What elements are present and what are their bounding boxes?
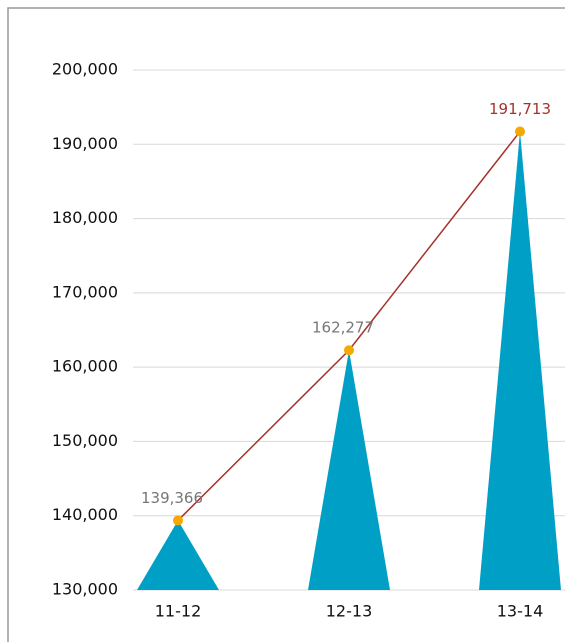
y-tick-label: 150,000 — [52, 431, 118, 450]
x-tick-label: 11-12 — [155, 602, 202, 621]
y-tick-label: 140,000 — [52, 505, 118, 524]
value-label: 191,713 — [489, 100, 551, 118]
triangle-bar — [308, 350, 390, 590]
y-tick-label: 200,000 — [52, 60, 118, 79]
value-label: 139,366 — [141, 489, 203, 507]
y-tick-label: 130,000 — [52, 580, 118, 599]
marker — [173, 515, 183, 526]
marker — [344, 345, 354, 356]
triangle-bar — [479, 131, 561, 590]
y-tick-label: 160,000 — [52, 357, 118, 376]
frame — [7, 7, 565, 642]
x-tick-label: 13-14 — [497, 602, 544, 621]
value-label: 162,277 — [312, 319, 374, 337]
marker — [515, 126, 525, 137]
x-tick-label: 12-13 — [326, 602, 373, 621]
y-tick-label: 180,000 — [52, 208, 118, 227]
y-tick-label: 190,000 — [52, 134, 118, 153]
triangle-bar — [137, 520, 219, 590]
y-tick-label: 170,000 — [52, 282, 118, 301]
